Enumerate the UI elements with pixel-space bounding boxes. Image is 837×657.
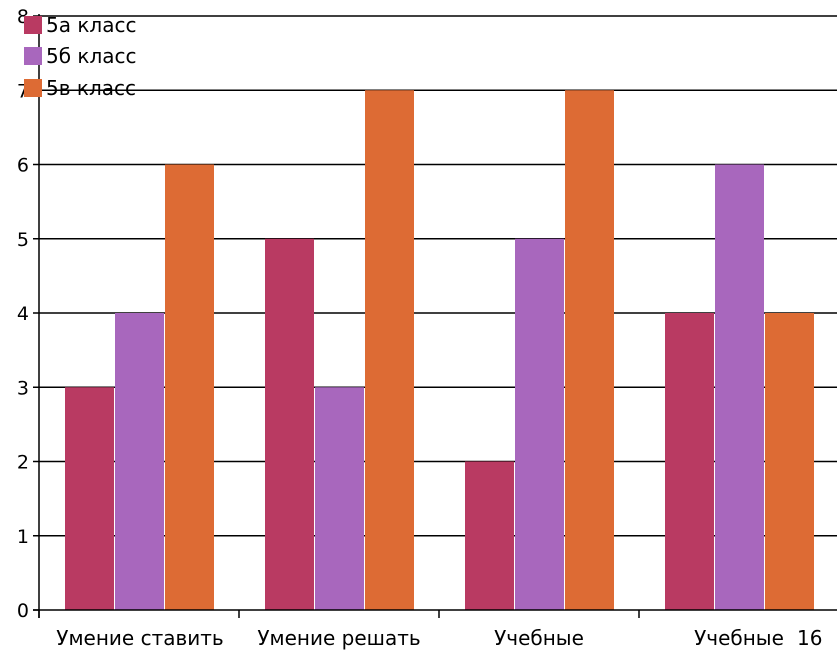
x-tick-label-3: Учебные xyxy=(694,626,784,650)
x-tick-label-2: Учебные xyxy=(494,626,584,650)
bar-series-1-category-1 xyxy=(315,387,364,610)
bar-series-1-category-2 xyxy=(515,238,564,610)
x-tick-labels: Умение ставить Умение решать Учебные Учебны… xyxy=(56,626,822,650)
legend-label-0: 5а класс xyxy=(46,13,136,37)
bar-series-2-category-2 xyxy=(565,90,614,610)
y-tick-label-5: 5 xyxy=(17,229,29,251)
legend-swatch-0 xyxy=(24,16,42,34)
y-tick-label-6: 6 xyxy=(17,155,29,177)
y-tick-label-3: 3 xyxy=(17,377,29,399)
bar-series-0-category-1 xyxy=(265,238,314,610)
x-tick-label-0: Умение ставить xyxy=(56,626,223,650)
legend-swatch-1 xyxy=(24,47,42,65)
bar-series-0-category-3 xyxy=(665,313,714,610)
legend: 5а класс 5б класс 5в класс xyxy=(24,13,137,100)
x-tick-label-1: Умение решать xyxy=(257,626,420,650)
bar-series-1-category-0 xyxy=(115,313,164,610)
legend-label-2: 5в класс xyxy=(46,76,136,100)
bar-series-2-category-1 xyxy=(365,90,414,610)
bar-series-1-category-3 xyxy=(715,164,764,610)
y-tick-label-4: 4 xyxy=(17,303,29,325)
legend-label-1: 5б класс xyxy=(46,44,137,68)
axes xyxy=(33,14,837,618)
legend-swatch-2 xyxy=(24,79,42,97)
bar-series-0-category-2 xyxy=(465,461,514,610)
y-tick-label-0: 0 xyxy=(17,600,29,622)
bars xyxy=(65,90,814,610)
y-tick-label-1: 1 xyxy=(17,526,29,548)
bar-series-2-category-3 xyxy=(765,313,814,610)
x-tick-label-extra: 16 xyxy=(797,626,822,650)
bar-series-2-category-0 xyxy=(165,164,214,610)
y-tick-label-2: 2 xyxy=(17,452,29,474)
bar-series-0-category-0 xyxy=(65,387,114,610)
